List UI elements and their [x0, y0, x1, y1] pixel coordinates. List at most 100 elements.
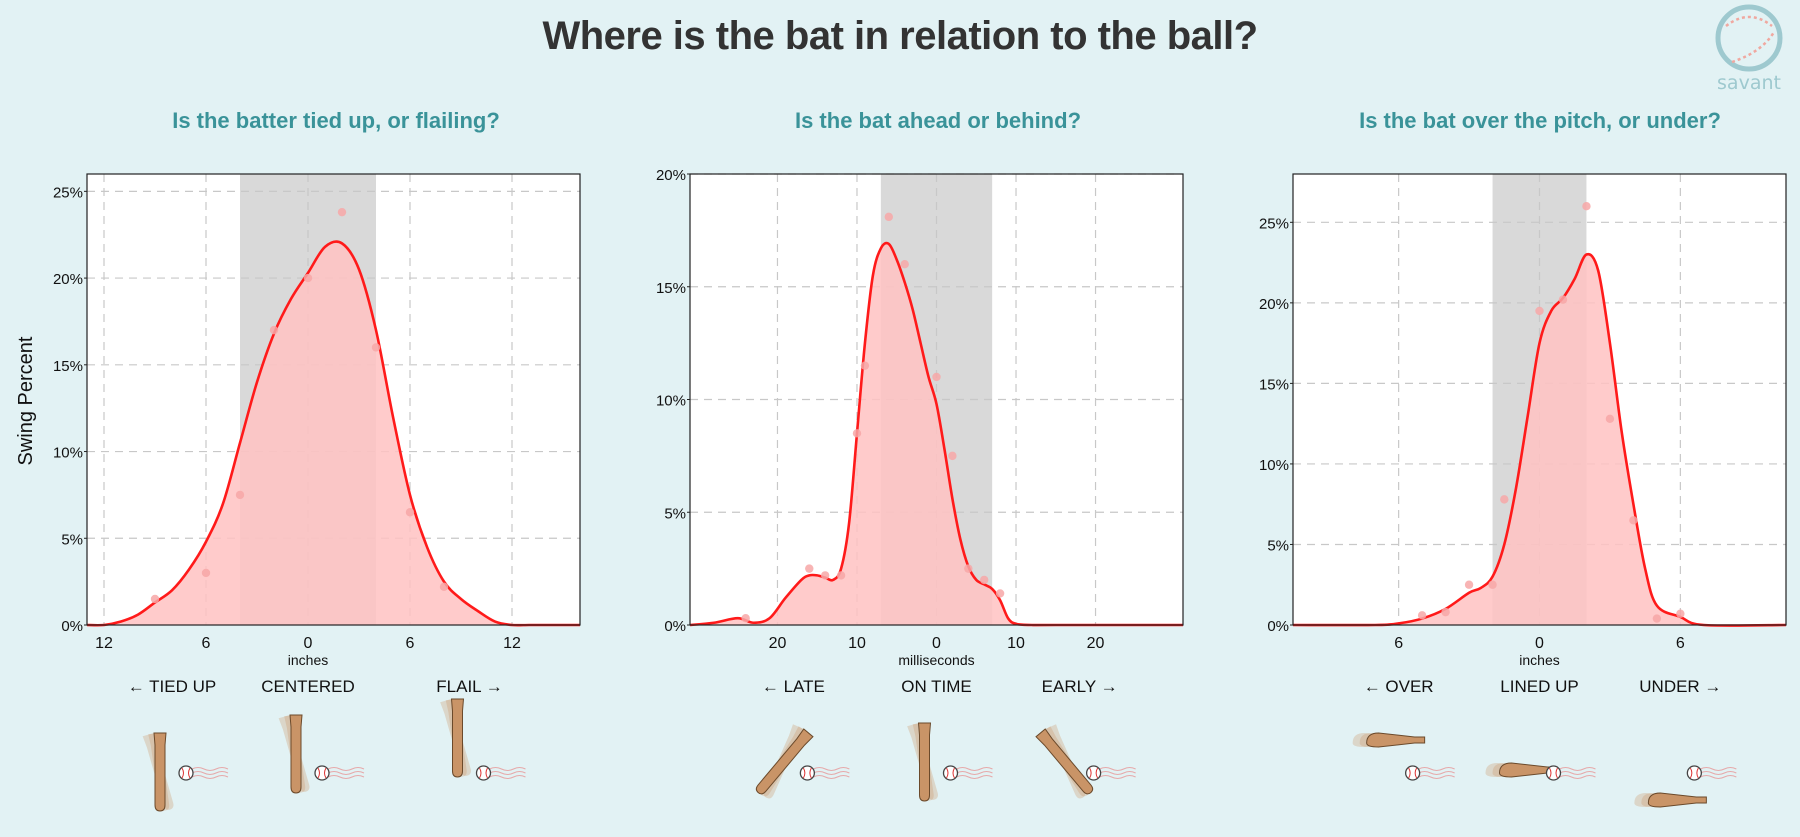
data-point: [948, 451, 957, 461]
data-point: [860, 361, 870, 370]
bat-shape: [1035, 728, 1094, 795]
ball-motion-line: [1099, 767, 1136, 771]
ball-motion-line: [1559, 775, 1596, 779]
data-point: [1605, 414, 1615, 424]
bat-illustration-icon: [907, 722, 993, 802]
ball-motion-line: [191, 775, 229, 779]
x-tick-label: 6: [1676, 635, 1685, 652]
baseball-icon: [1404, 765, 1421, 781]
x-tick-label: 20: [1087, 635, 1105, 652]
ball-motion-line: [813, 771, 850, 775]
data-point: [836, 571, 846, 580]
ball-motion-line: [191, 771, 229, 775]
ball-motion-line: [1700, 775, 1737, 779]
ball-motion-line: [1559, 767, 1596, 771]
x-tick-label: 0: [1535, 635, 1544, 652]
bat-illustration-icon: [1634, 765, 1737, 808]
x-axis-label: inches: [1519, 652, 1559, 668]
x-tick-label: 10: [1007, 635, 1025, 652]
data-point: [1535, 306, 1544, 316]
baseball-icon: [799, 765, 816, 781]
data-point: [235, 490, 245, 500]
x-axis-label: inches: [288, 652, 328, 668]
baseball-icon: [942, 765, 959, 781]
baseball-icon: [1545, 765, 1562, 781]
data-point: [269, 325, 279, 335]
baseball-icon: [1686, 765, 1703, 781]
data-point: [995, 589, 1005, 598]
data-point: [805, 564, 814, 573]
zone-label: EARLY →: [1042, 677, 1118, 696]
bat-shape: [153, 732, 167, 812]
zone-label: LINED UP: [1500, 677, 1578, 696]
data-point: [1629, 516, 1638, 525]
ball-motion-line: [1700, 771, 1737, 775]
ball-motion-line: [813, 775, 850, 779]
bat-illustration-icon: [1485, 762, 1596, 781]
ball-motion-line: [813, 767, 850, 771]
ball-motion-line: [1099, 775, 1136, 779]
chart-panel-0: 0% 5% 10% 15% 20% 25% 12 6 0 6 12 inches ← TIED UP CE…: [53, 173, 581, 812]
y-tick-label: 0%: [61, 618, 83, 635]
y-tick-label: 25%: [53, 184, 83, 201]
panel-title-timing: Is the bat ahead or behind?: [794, 108, 1082, 133]
ball-motion-line: [1559, 771, 1596, 775]
bat-shape: [1366, 732, 1426, 748]
bat-shape: [450, 698, 465, 778]
savant-logo: savant: [1712, 2, 1786, 98]
x-tick-label: 0: [932, 635, 941, 652]
panel-title-reach: Is the batter tied up, or flailing?: [172, 108, 500, 133]
zone-label: ← LATE: [762, 677, 825, 696]
data-point: [1500, 495, 1509, 504]
ball-motion-line: [1099, 771, 1136, 775]
density-area: [690, 243, 1183, 626]
y-tick-label: 15%: [656, 280, 686, 297]
x-tick-label: 6: [406, 635, 415, 652]
ball-motion-line: [489, 771, 526, 775]
data-point: [337, 207, 347, 217]
ball-motion-line: [1700, 767, 1737, 771]
zone-label: CENTERED: [261, 677, 355, 696]
ball-motion-line: [327, 771, 365, 775]
bat-illustration-icon: [1352, 732, 1455, 781]
bat-illustration-icon: [755, 724, 850, 799]
y-tick-label: 20%: [656, 167, 686, 184]
y-tick-label: 10%: [53, 445, 83, 462]
bat-shape: [1647, 792, 1707, 808]
main-title: Where is the bat in relation to the ball…: [542, 14, 1258, 58]
plot-border: [86, 173, 581, 626]
baseball-stitch: [802, 767, 812, 779]
data-point: [1582, 202, 1591, 211]
ball-motion-line: [327, 767, 365, 771]
data-point: [303, 273, 313, 283]
logo-text: savant: [1717, 72, 1781, 94]
baseball-stitch: [946, 767, 955, 779]
data-point: [1676, 609, 1685, 618]
density-area: [1293, 254, 1786, 626]
data-point: [852, 429, 862, 438]
data-point: [150, 594, 160, 604]
density-curve: [689, 241, 1184, 627]
ball-motion-line: [327, 775, 365, 779]
data-point: [820, 571, 830, 580]
baseball-stitch: [181, 767, 191, 779]
data-point: [964, 564, 973, 573]
bat-illustration-icon: [440, 698, 526, 781]
data-point: [371, 343, 381, 352]
y-tick-label: 10%: [1259, 457, 1289, 474]
data-point: [1441, 607, 1450, 617]
bat-illustration-icon: [1035, 724, 1136, 799]
baseball-stitch: [479, 767, 488, 779]
data-point: [932, 372, 941, 382]
x-axis-label: milliseconds: [898, 652, 974, 668]
baseball-stitch: [1689, 767, 1699, 779]
ball-motion-line: [1418, 775, 1455, 779]
zone-label: UNDER →: [1639, 677, 1721, 696]
baseball-icon: [1085, 765, 1102, 781]
bat-illustration-icon: [142, 732, 229, 812]
ball-motion-line: [956, 771, 993, 775]
data-point: [980, 575, 989, 585]
baseball-stitch: [1549, 767, 1558, 779]
bat-illustration-icon: [278, 714, 365, 794]
baseball-icon: [475, 765, 492, 781]
